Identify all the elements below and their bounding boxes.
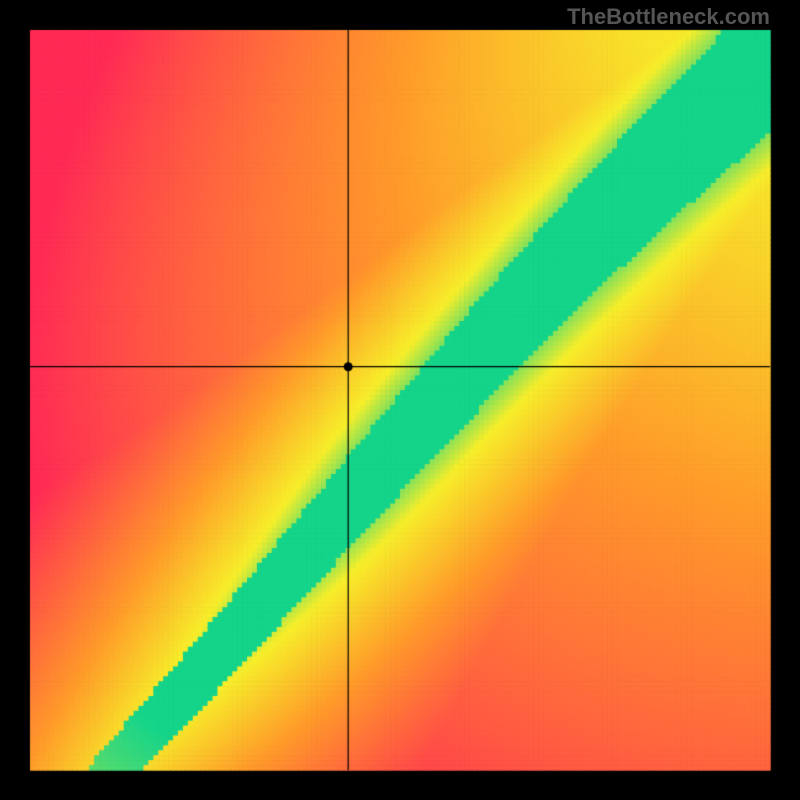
chart-container: TheBottleneck.com <box>0 0 800 800</box>
watermark-text: TheBottleneck.com <box>567 4 770 30</box>
bottleneck-heatmap <box>0 0 800 800</box>
